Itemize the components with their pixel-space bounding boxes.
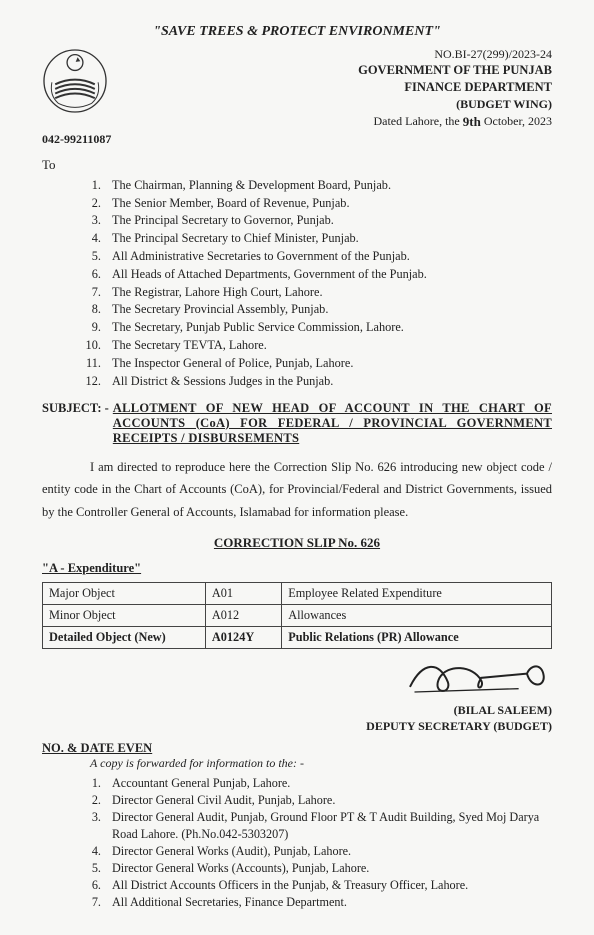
emblem-icon	[42, 48, 108, 114]
table-row: Detailed Object (New)A0124YPublic Relati…	[43, 627, 552, 649]
cc-item: All Additional Secretaries, Finance Depa…	[104, 894, 552, 911]
recipient-item: The Principal Secretary to Chief Ministe…	[104, 230, 552, 248]
table-cell: Detailed Object (New)	[43, 627, 206, 649]
ref-no: NO.BI-27(299)/2023-24	[118, 46, 552, 62]
coa-tbody: Major ObjectA01Employee Related Expendit…	[43, 583, 552, 649]
subject: SUBJECT: - ALLOTMENT OF NEW HEAD OF ACCO…	[42, 401, 552, 446]
recipient-item: All Administrative Secretaries to Govern…	[104, 248, 552, 266]
recipient-item: The Registrar, Lahore High Court, Lahore…	[104, 284, 552, 302]
coa-table: Major ObjectA01Employee Related Expendit…	[42, 582, 552, 649]
recipient-item: The Secretary Provincial Assembly, Punja…	[104, 301, 552, 319]
table-cell: Allowances	[282, 605, 552, 627]
slip-title: CORRECTION SLIP No. 626	[42, 535, 552, 551]
body-paragraph: I am directed to reproduce here the Corr…	[42, 456, 552, 524]
recipient-item: The Principal Secretary to Governor, Pun…	[104, 212, 552, 230]
gov-line: GOVERNMENT OF THE PUNJAB	[118, 62, 552, 79]
copy-forwarded: A copy is forwarded for information to t…	[90, 756, 552, 771]
cc-item: Director General Civil Audit, Punjab, La…	[104, 792, 552, 809]
cc-item: Director General Works (Audit), Punjab, …	[104, 843, 552, 860]
cc-item: Director General Audit, Punjab, Ground F…	[104, 809, 552, 843]
cc-item: Accountant General Punjab, Lahore.	[104, 775, 552, 792]
signature-icon	[402, 657, 552, 697]
table-row: Minor ObjectA012Allowances	[43, 605, 552, 627]
cc-item: Director General Works (Accounts), Punja…	[104, 860, 552, 877]
recipient-item: All District & Sessions Judges in the Pu…	[104, 373, 552, 391]
recipient-item: All Heads of Attached Departments, Gover…	[104, 266, 552, 284]
recipient-item: The Secretary TEVTA, Lahore.	[104, 337, 552, 355]
dated-prefix: Dated Lahore, the	[373, 114, 462, 128]
slogan: "SAVE TREES & PROTECT ENVIRONMENT"	[42, 24, 552, 40]
cc-list: Accountant General Punjab, Lahore.Direct…	[82, 775, 552, 912]
recipient-item: The Secretary, Punjab Public Service Com…	[104, 319, 552, 337]
phone: 042-99211087	[42, 132, 552, 147]
table-cell: A0124Y	[205, 627, 281, 649]
expenditure-label: "A - Expenditure"	[42, 561, 552, 576]
table-cell: Public Relations (PR) Allowance	[282, 627, 552, 649]
table-cell: Minor Object	[43, 605, 206, 627]
no-date-even: NO. & DATE EVEN	[42, 741, 552, 756]
to-label: To	[42, 157, 552, 173]
sig-name: (BILAL SALEEM)	[454, 703, 552, 717]
table-cell: A01	[205, 583, 281, 605]
dated-suffix: October, 2023	[481, 114, 552, 128]
subject-text: ALLOTMENT OF NEW HEAD OF ACCOUNT IN THE …	[113, 401, 552, 446]
sig-title: DEPUTY SECRETARY (BUDGET)	[366, 719, 552, 733]
dept-line: FINANCE DEPARTMENT	[118, 79, 552, 96]
table-cell: Employee Related Expenditure	[282, 583, 552, 605]
wing-line: (BUDGET WING)	[118, 96, 552, 112]
table-cell: Major Object	[43, 583, 206, 605]
recipient-item: The Senior Member, Board of Revenue, Pun…	[104, 195, 552, 213]
dated-line: Dated Lahore, the 9th October, 2023	[118, 112, 552, 130]
table-cell: A012	[205, 605, 281, 627]
header-right: NO.BI-27(299)/2023-24 GOVERNMENT OF THE …	[118, 46, 552, 130]
subject-label: SUBJECT: -	[42, 401, 113, 446]
page: "SAVE TREES & PROTECT ENVIRONMENT" NO.BI…	[0, 0, 594, 935]
signature-block: (BILAL SALEEM) DEPUTY SECRETARY (BUDGET)	[42, 657, 552, 734]
header-row: NO.BI-27(299)/2023-24 GOVERNMENT OF THE …	[42, 46, 552, 130]
dated-hand: 9th	[463, 113, 481, 131]
recipient-item: The Inspector General of Police, Punjab,…	[104, 355, 552, 373]
cc-item: All District Accounts Officers in the Pu…	[104, 877, 552, 894]
recipient-item: The Chairman, Planning & Development Boa…	[104, 177, 552, 195]
recipients-list: The Chairman, Planning & Development Boa…	[82, 177, 552, 391]
table-row: Major ObjectA01Employee Related Expendit…	[43, 583, 552, 605]
